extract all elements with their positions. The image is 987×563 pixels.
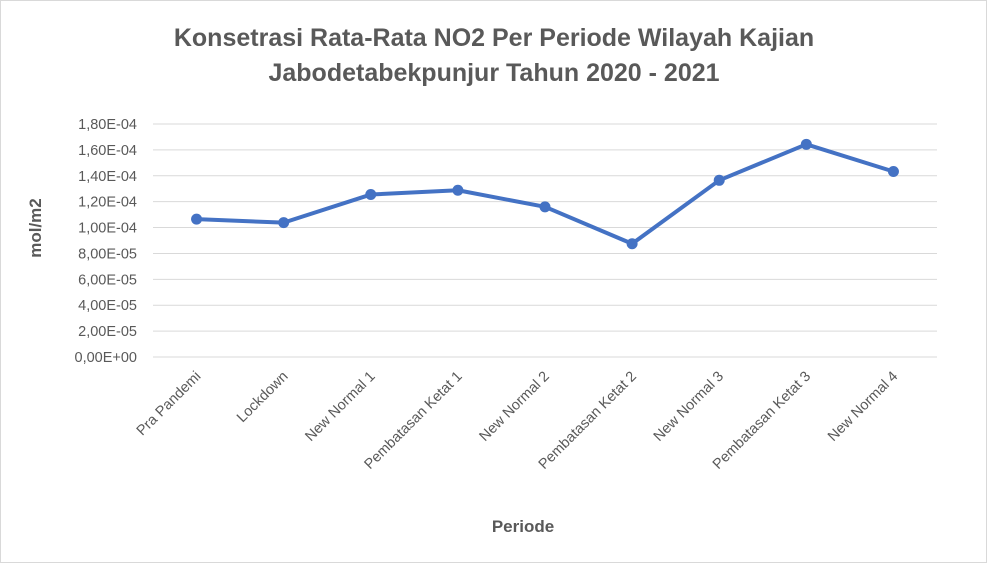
- data-point: [713, 174, 725, 186]
- x-tick-label: New Normal 4: [825, 369, 901, 445]
- x-tick-label: New Normal 1: [302, 369, 378, 445]
- data-point: [191, 213, 203, 225]
- data-point: [539, 201, 551, 213]
- x-tick-label: Pembatasan Ketat 1: [361, 369, 465, 473]
- series-layer: [191, 138, 899, 250]
- y-axis-title: mol/m2: [26, 198, 45, 258]
- data-point: [626, 238, 638, 250]
- x-tick-label: Lockdown: [234, 369, 291, 426]
- x-tick-label: New Normal 3: [651, 369, 727, 445]
- data-point: [800, 138, 812, 150]
- gridlines: [153, 123, 937, 358]
- chart-title-line-1: Konsetrasi Rata-Rata NO2 Per Periode Wil…: [174, 24, 814, 52]
- x-axis-title: Periode: [492, 517, 554, 536]
- y-tick-label: 1,20E-04: [78, 195, 137, 211]
- y-tick-label: 0,00E+00: [75, 350, 138, 366]
- y-axis-ticks: 0,00E+00 2,00E-05 4,00E-05 6,00E-05 8,00E-05…: [75, 117, 138, 366]
- x-tick-label: New Normal 2: [477, 369, 553, 445]
- y-tick-label: 8,00E-05: [78, 246, 137, 262]
- y-tick-label: 1,00E-04: [78, 221, 137, 237]
- series-line: [194, 142, 896, 246]
- y-tick-label: 4,00E-05: [78, 298, 137, 314]
- y-tick-label: 1,80E-04: [78, 117, 137, 133]
- chart-title-line-2: Jabodetabekpunjur Tahun 2020 - 2021: [268, 59, 719, 87]
- x-tick-label: Pra Pandemi: [134, 369, 205, 440]
- x-axis-ticks: Pra Pandemi Lockdown New Normal 1Pembatasa…: [134, 369, 901, 473]
- data-point: [887, 166, 899, 178]
- data-point: [278, 217, 290, 229]
- y-tick-label: 2,00E-05: [78, 324, 137, 340]
- data-point: [365, 189, 377, 201]
- data-point: [452, 184, 464, 196]
- y-tick-label: 1,60E-04: [78, 143, 137, 159]
- y-tick-label: 6,00E-05: [78, 272, 137, 288]
- x-tick-label: Pembatasan Ketat 3: [710, 369, 814, 473]
- x-tick-label: Pembatasan Ketat 2: [536, 369, 640, 473]
- y-tick-label: 1,40E-04: [78, 169, 137, 185]
